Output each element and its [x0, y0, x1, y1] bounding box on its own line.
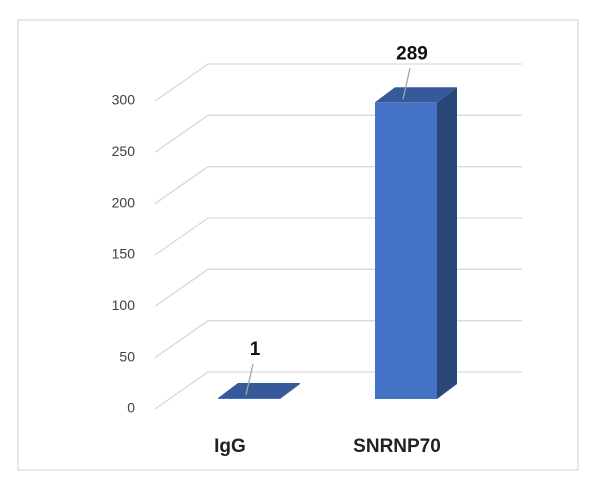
grid-line	[154, 63, 522, 102]
y-tick-label: 0	[127, 400, 135, 416]
y-tick-label: 50	[119, 348, 135, 364]
leader-line	[402, 68, 411, 100]
y-tick-label: 100	[112, 297, 136, 313]
y-tick-label: 150	[112, 246, 136, 262]
y-tick-label: 250	[112, 143, 136, 159]
value-label: 1	[250, 339, 261, 360]
value-label: 289	[396, 43, 428, 64]
chart-border	[17, 19, 579, 471]
bar-front	[218, 397, 280, 399]
bar-top	[375, 87, 457, 103]
bar-top	[218, 382, 300, 398]
bar-front	[375, 102, 437, 399]
leader-line	[245, 363, 254, 396]
y-tick-label: 200	[112, 194, 136, 210]
bar-side	[280, 382, 300, 399]
y-tick-label: 300	[112, 92, 136, 108]
bar-side	[437, 87, 457, 399]
x-tick-label: IgG	[214, 436, 246, 457]
x-tick-label: SNRNP70	[353, 436, 441, 457]
